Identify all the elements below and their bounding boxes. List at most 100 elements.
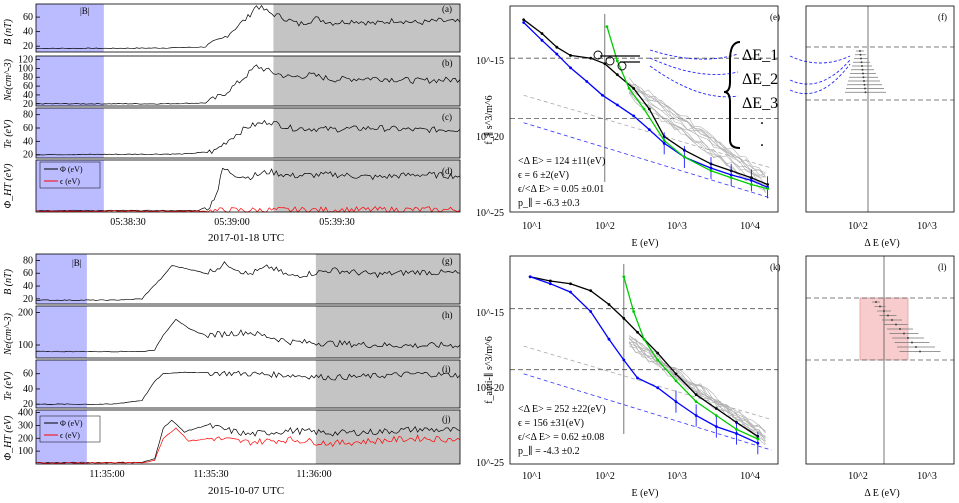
delta-dot-2: . — [760, 133, 764, 150]
hist-point-f — [859, 50, 861, 52]
ytick-label-b: 40 — [23, 90, 33, 101]
ylabel-d: Φ_HT (eV) — [3, 163, 14, 209]
point-e-green — [682, 155, 686, 159]
spectrum-k-green — [623, 276, 759, 440]
ytick-label-b: 60 — [23, 81, 33, 92]
hist-point-f — [861, 68, 864, 71]
xtick-e-0: 10^1 — [522, 221, 542, 232]
xtick-j-2: 11:36:00 — [296, 469, 331, 480]
point-e-blue — [585, 80, 589, 83]
model-blue-k — [523, 373, 772, 451]
point-e-blue — [615, 103, 619, 107]
ylabel-j: Φ_HT (eV) — [3, 415, 14, 461]
point-e-green — [615, 59, 619, 63]
series-i-Te — [35, 370, 461, 405]
point-e-blue — [569, 66, 572, 70]
frame-c — [35, 107, 461, 159]
xtick-l-0: 10^2 — [848, 471, 868, 482]
region-bl-g — [36, 254, 87, 304]
ylabel-g: B (nT) — [3, 268, 14, 295]
bundle-k — [628, 337, 766, 437]
model-grey-e — [523, 94, 772, 169]
xtick-d-0: 05:38:30 — [110, 217, 146, 228]
bundle-k — [628, 341, 766, 446]
ytick-label-j: 200 — [18, 433, 33, 444]
brace — [723, 41, 741, 149]
ytick-label-c: 20 — [23, 150, 33, 161]
region-bl-j — [36, 410, 87, 464]
point-e-green — [662, 139, 666, 142]
ytick-label-i: 20 — [23, 399, 33, 410]
xtick-f-0: 10^2 — [848, 221, 868, 232]
panel-label-e: (e) — [770, 12, 780, 22]
ylabel-b: Ne(cm^-3) — [3, 58, 14, 102]
hist-point-f — [860, 57, 862, 60]
point-k-black — [589, 289, 593, 293]
point-e-green — [729, 176, 733, 180]
point-e-green — [709, 169, 713, 173]
legend-d-eps: ϵ (eV) — [60, 177, 80, 186]
delta-label-2: ΔE_2 — [742, 71, 778, 88]
hist-point-l — [899, 328, 901, 330]
hist-point-f — [859, 53, 862, 56]
ylabel-h: Ne(cm^-3) — [3, 312, 14, 356]
delta-curve-f-2 — [789, 63, 851, 95]
hist-point-l — [915, 346, 917, 348]
delta-marker-0 — [593, 50, 603, 60]
region-bl-i — [36, 360, 87, 408]
frame-j — [35, 409, 461, 465]
stat-e-1: ϵ = 6 ±2(eV) — [518, 170, 569, 181]
stat-k-0: <Δ E> = 252 ±22(eV) — [518, 404, 606, 415]
point-k-blue — [589, 310, 593, 313]
stat-k-3: p_∥ = -4.3 ±0.2 — [518, 445, 580, 457]
delta-curve-0 — [649, 49, 739, 60]
panel-label-a: (a) — [442, 4, 452, 14]
xtick-k-1: 10^2 — [595, 471, 615, 482]
ylabel-k: f_anti-∥ s^3/m^6 — [483, 336, 495, 404]
point-k-green — [622, 275, 626, 279]
xtick-e-2: 10^3 — [667, 221, 687, 232]
region-label-a: |B| — [80, 6, 90, 16]
hist-point-f — [863, 83, 866, 86]
point-k-black — [607, 303, 611, 306]
point-e-green — [749, 183, 753, 186]
point-e-blue — [522, 21, 526, 24]
series-j-eV — [36, 427, 461, 464]
ytick-label-c: 80 — [23, 110, 33, 121]
point-k-blue — [548, 282, 552, 286]
region-bl-c — [36, 108, 104, 158]
ytick-label-h: 200 — [18, 308, 33, 319]
hist-point-l — [883, 310, 885, 312]
frame-g — [35, 253, 461, 305]
ytick-label-j: 100 — [18, 446, 33, 457]
xtick-d-2: 05:39:30 — [319, 217, 355, 228]
point-k-black — [548, 279, 552, 283]
series-d-eV — [35, 167, 461, 212]
point-k-green — [756, 437, 760, 441]
series-j-eV — [35, 419, 461, 464]
frame-k — [509, 255, 779, 465]
hist-point-l — [907, 337, 909, 339]
bundle-e — [628, 77, 766, 178]
ytick-label-h: 100 — [18, 340, 33, 351]
point-e-green — [605, 25, 609, 28]
point-k-black — [656, 351, 660, 355]
legend-j-eps: ϵ (eV) — [60, 431, 80, 440]
hist-point-f — [862, 76, 865, 79]
region-gr-i — [315, 360, 460, 408]
panel-label-c: (c) — [442, 112, 452, 122]
stat-e-2: ϵ/<Δ E> = 0.05 ±0.01 — [518, 184, 604, 195]
bundle-e — [628, 84, 766, 186]
point-k-black — [636, 330, 639, 334]
frame-f — [805, 5, 955, 213]
panel-label-d: (d) — [442, 166, 453, 176]
ytick-label-g: 80 — [23, 255, 33, 266]
ytick-label-g: 40 — [23, 281, 33, 292]
ytick-label-g: 20 — [23, 294, 33, 305]
hist-point-l — [903, 332, 905, 335]
hist-point-f — [864, 87, 866, 90]
ytick-k-2: 10^-25 — [476, 458, 504, 469]
stat-k-1: ϵ = 156 ±31(eV) — [518, 418, 584, 429]
ytick-label-a: 60 — [23, 12, 33, 23]
delta-curve-f-1 — [789, 59, 851, 85]
